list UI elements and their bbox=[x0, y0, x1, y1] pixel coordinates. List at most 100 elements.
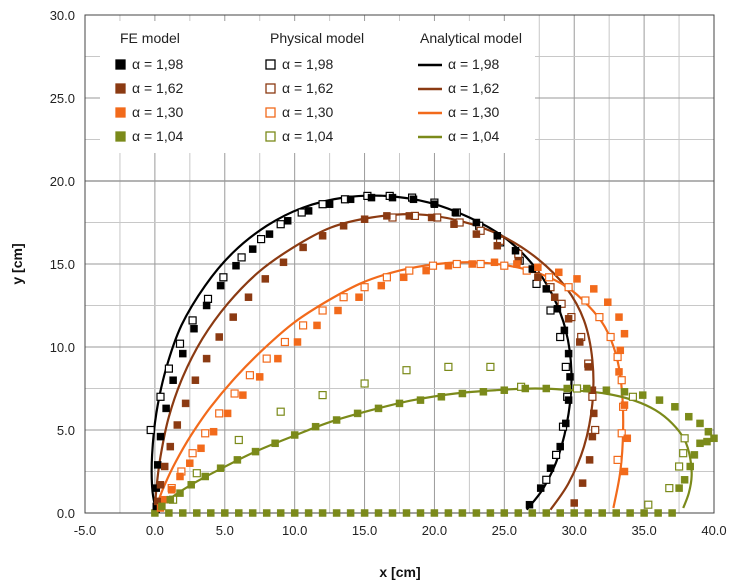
fe-marker bbox=[493, 232, 502, 240]
x-tick-label: 5.0 bbox=[216, 523, 234, 538]
physical-marker bbox=[557, 299, 566, 308]
fe-marker bbox=[472, 230, 481, 238]
fe-marker bbox=[542, 384, 551, 393]
fe-marker bbox=[274, 354, 282, 363]
physical-marker bbox=[674, 462, 684, 471]
fe-marker bbox=[360, 215, 369, 223]
fe-marker bbox=[604, 298, 612, 306]
fe-marker bbox=[160, 462, 169, 471]
fe-marker bbox=[248, 245, 257, 253]
legend-entry-label: α = 1,30 bbox=[132, 104, 184, 120]
fe-marker bbox=[542, 285, 551, 293]
physical-marker bbox=[444, 362, 453, 371]
physical-marker bbox=[188, 449, 197, 458]
legend-marker-swatch bbox=[265, 107, 276, 118]
fe-marker bbox=[623, 434, 632, 443]
fe-marker bbox=[377, 281, 386, 290]
physical-marker bbox=[613, 352, 622, 362]
fe-marker bbox=[620, 329, 629, 338]
fe-marker bbox=[534, 263, 542, 272]
fe-marker bbox=[550, 293, 559, 301]
fe-marker bbox=[334, 306, 342, 315]
fe-marker bbox=[490, 258, 499, 267]
legend-marker-swatch bbox=[115, 83, 126, 94]
x-tick-label: 10.0 bbox=[282, 523, 307, 538]
fe-marker bbox=[339, 222, 348, 230]
physical-marker bbox=[360, 283, 369, 292]
fe-marker bbox=[409, 195, 418, 204]
y-tick-label: 10.0 bbox=[50, 340, 75, 355]
legend: FE model α = 1,98 α = 1,62 α = 1,30 α = 1,04… bbox=[115, 30, 522, 144]
physical-marker bbox=[230, 389, 239, 398]
physical-marker bbox=[188, 316, 197, 325]
physical-marker bbox=[276, 220, 285, 229]
fe-marker bbox=[158, 502, 166, 511]
fe-marker bbox=[450, 220, 458, 228]
fe-marker bbox=[640, 509, 648, 517]
fe-marker bbox=[493, 241, 502, 250]
fe-marker bbox=[190, 324, 198, 333]
fe-marker bbox=[207, 509, 215, 517]
fe-marker bbox=[534, 273, 542, 282]
physical-marker bbox=[679, 449, 688, 458]
fe-marker bbox=[458, 389, 467, 398]
physical-marker bbox=[164, 364, 173, 373]
physical-marker bbox=[318, 306, 327, 315]
physical-marker bbox=[572, 384, 582, 393]
y-tick-label: 30.0 bbox=[50, 8, 75, 23]
legend-entry-label: α = 1,62 bbox=[132, 80, 184, 96]
fe-marker bbox=[216, 464, 225, 472]
fe-marker bbox=[290, 509, 299, 517]
fe-marker bbox=[564, 349, 573, 358]
fe-marker bbox=[570, 499, 578, 507]
x-axis-title: x [cm] bbox=[379, 564, 420, 580]
series-fe-1-98 bbox=[152, 193, 574, 511]
fe-marker bbox=[181, 399, 190, 408]
fe-marker bbox=[564, 396, 573, 404]
fe-marker bbox=[313, 321, 321, 330]
fe-marker bbox=[399, 273, 408, 282]
physical-marker bbox=[276, 407, 285, 416]
series-analytical-1-04 bbox=[154, 387, 693, 514]
fe-marker bbox=[655, 396, 664, 404]
fe-marker bbox=[311, 422, 320, 431]
fe-marker bbox=[221, 509, 229, 517]
legend-entry-label: α = 1,98 bbox=[282, 56, 334, 72]
physical-marker bbox=[680, 434, 689, 443]
x-tick-label: 0.0 bbox=[146, 523, 164, 538]
fe-marker bbox=[176, 489, 184, 497]
fe-marker bbox=[696, 439, 704, 448]
series-fe-1-30 bbox=[156, 258, 632, 512]
y-tick-label: 0.0 bbox=[57, 506, 75, 521]
fe-marker bbox=[405, 212, 414, 220]
y-axis-title: y [cm] bbox=[9, 243, 25, 284]
legend-marker-swatch bbox=[265, 59, 276, 70]
fe-marker bbox=[556, 509, 564, 517]
fe-marker bbox=[573, 275, 581, 283]
fe-marker bbox=[430, 200, 439, 208]
fe-marker bbox=[416, 509, 425, 517]
y-tick-label: 25.0 bbox=[50, 91, 75, 106]
legend-entry-label: α = 1,04 bbox=[282, 128, 334, 144]
fe-marker bbox=[388, 509, 397, 517]
fe-marker bbox=[167, 486, 176, 494]
series-fe-1-04 bbox=[158, 384, 718, 511]
fe-marker bbox=[325, 200, 334, 208]
fe-marker bbox=[261, 275, 270, 283]
fe-marker bbox=[444, 509, 453, 517]
physical-marker bbox=[588, 392, 597, 401]
fe-marker bbox=[383, 212, 391, 220]
fe-marker bbox=[179, 349, 187, 358]
fe-marker bbox=[525, 500, 534, 509]
physical-marker bbox=[628, 392, 638, 401]
fe-marker bbox=[560, 326, 569, 335]
fe-marker bbox=[675, 484, 683, 492]
fe-marker bbox=[367, 193, 376, 202]
x-tick-label: 30.0 bbox=[562, 523, 587, 538]
legend-entry-label: α = 1,30 bbox=[282, 104, 334, 120]
fe-marker bbox=[511, 246, 520, 255]
physical-marker bbox=[644, 500, 653, 509]
fe-marker bbox=[696, 419, 704, 428]
fe-marker bbox=[654, 509, 662, 517]
